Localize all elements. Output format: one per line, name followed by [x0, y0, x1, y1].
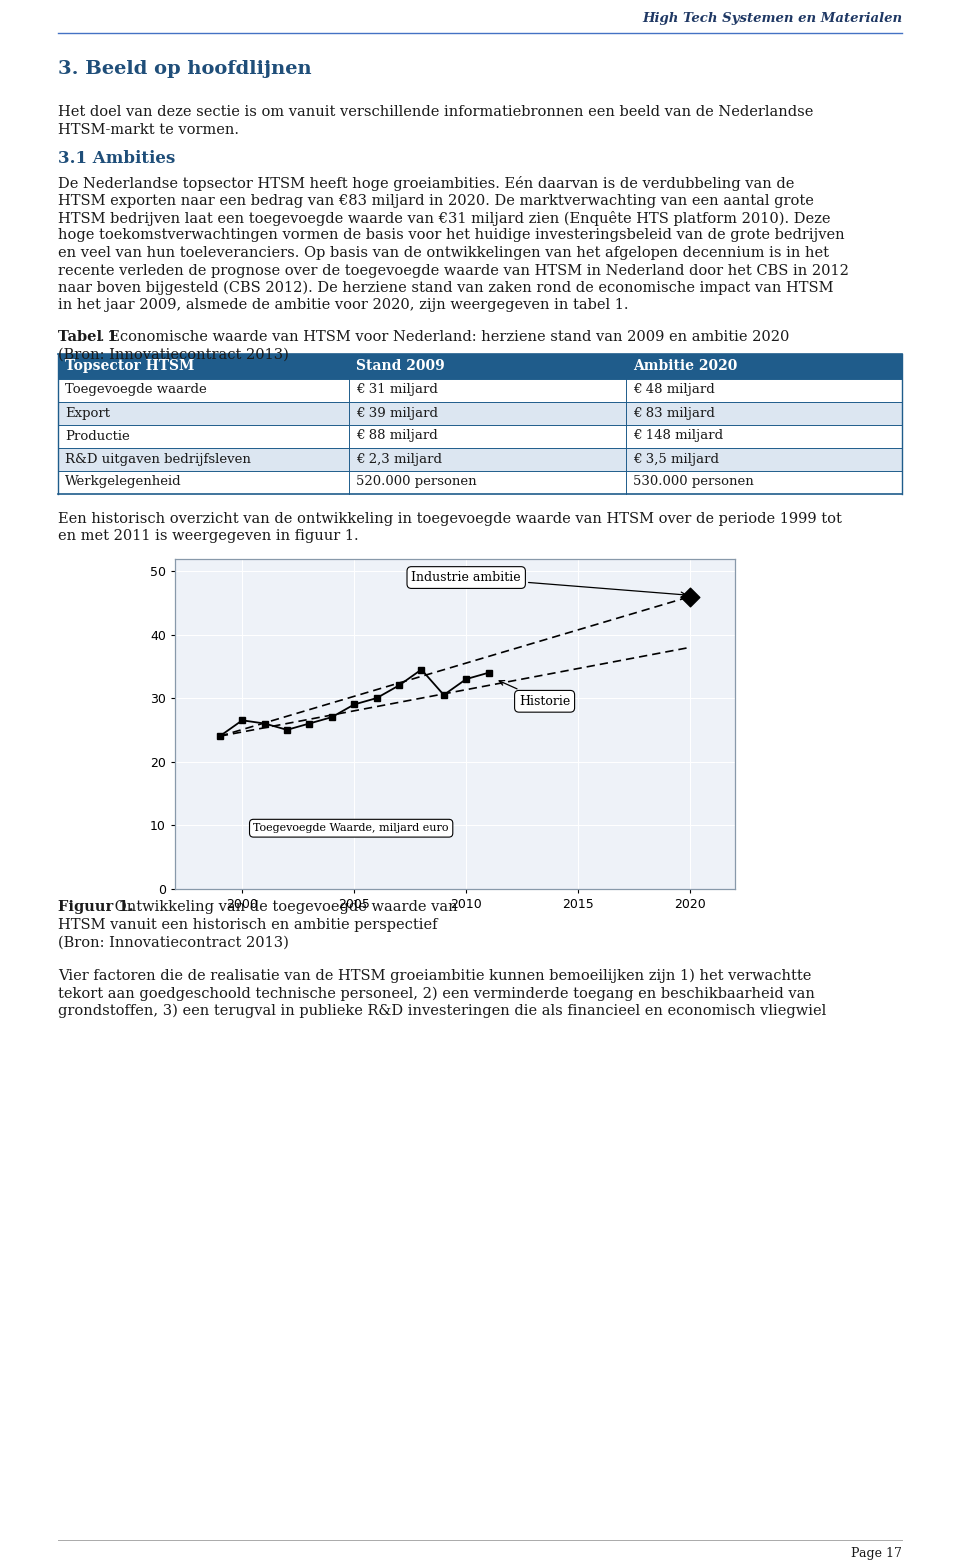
Polygon shape	[58, 401, 902, 425]
Text: HTSM vanuit een historisch en ambitie perspectief: HTSM vanuit een historisch en ambitie pe…	[58, 918, 438, 932]
Text: Het doel van deze sectie is om vanuit verschillende informatiebronnen een beeld : Het doel van deze sectie is om vanuit ve…	[58, 105, 813, 119]
Text: HTSM exporten naar een bedrag van €83 miljard in 2020. De marktverwachting van e: HTSM exporten naar een bedrag van €83 mi…	[58, 193, 814, 207]
Text: De Nederlandse topsector HTSM heeft hoge groeiambities. Eén daarvan is de verdub: De Nederlandse topsector HTSM heeft hoge…	[58, 176, 794, 191]
Text: 3. Beeld op hoofdlijnen: 3. Beeld op hoofdlijnen	[58, 60, 312, 78]
Text: Ontwikkeling van de toegevoegde waarde van: Ontwikkeling van de toegevoegde waarde v…	[110, 901, 458, 915]
Polygon shape	[58, 470, 902, 494]
Text: High Tech Systemen en Materialen: High Tech Systemen en Materialen	[642, 13, 902, 25]
Text: recente verleden de prognose over de toegevoegde waarde van HTSM in Nederland do: recente verleden de prognose over de toe…	[58, 263, 849, 277]
Text: R&D uitgaven bedrijfsleven: R&D uitgaven bedrijfsleven	[65, 453, 251, 465]
Text: Historie: Historie	[499, 680, 570, 708]
Text: € 3,5 miljard: € 3,5 miljard	[633, 453, 719, 465]
Point	[683, 584, 698, 610]
Text: Toegevoegde Waarde, miljard euro: Toegevoegde Waarde, miljard euro	[253, 823, 449, 834]
Text: Industrie ambitie: Industrie ambitie	[412, 570, 686, 597]
Polygon shape	[58, 425, 902, 448]
Text: € 2,3 miljard: € 2,3 miljard	[356, 453, 443, 465]
Text: . Economische waarde van HTSM voor Nederland: herziene stand van 2009 en ambitie: . Economische waarde van HTSM voor Neder…	[100, 331, 789, 345]
Text: 520.000 personen: 520.000 personen	[356, 475, 477, 489]
Text: € 31 miljard: € 31 miljard	[356, 384, 438, 396]
Text: hoge toekomstverwachtingen vormen de basis voor het huidige investeringsbeleid v: hoge toekomstverwachtingen vormen de bas…	[58, 229, 845, 243]
Text: Page 17: Page 17	[852, 1547, 902, 1561]
Text: Topsector HTSM: Topsector HTSM	[65, 359, 194, 373]
Text: grondstoffen, 3) een terugval in publieke R&D investeringen die als financieel e: grondstoffen, 3) een terugval in publiek…	[58, 1004, 827, 1019]
Text: Ambitie 2020: Ambitie 2020	[633, 359, 737, 373]
Polygon shape	[58, 379, 902, 401]
Text: € 83 miljard: € 83 miljard	[633, 406, 715, 420]
Text: Vier factoren die de realisatie van de HTSM groeiambitie kunnen bemoeilijken zij: Vier factoren die de realisatie van de H…	[58, 968, 811, 984]
Text: (Bron: Innovatiecontract 2013): (Bron: Innovatiecontract 2013)	[58, 348, 289, 362]
Text: Werkgelegenheid: Werkgelegenheid	[65, 475, 181, 489]
Text: Productie: Productie	[65, 429, 130, 442]
Text: en veel van hun toeleveranciers. Op basis van de ontwikkelingen van het afgelope: en veel van hun toeleveranciers. Op basi…	[58, 246, 829, 260]
Polygon shape	[58, 354, 902, 379]
Text: € 48 miljard: € 48 miljard	[633, 384, 715, 396]
Text: (Bron: Innovatiecontract 2013): (Bron: Innovatiecontract 2013)	[58, 935, 289, 950]
Polygon shape	[58, 448, 902, 470]
Text: 530.000 personen: 530.000 personen	[633, 475, 754, 489]
Text: tekort aan goedgeschoold technische personeel, 2) een verminderde toegang en bes: tekort aan goedgeschoold technische pers…	[58, 987, 815, 1001]
Text: Een historisch overzicht van de ontwikkeling in toegevoegde waarde van HTSM over: Een historisch overzicht van de ontwikke…	[58, 511, 842, 525]
Text: € 39 miljard: € 39 miljard	[356, 406, 438, 420]
Text: € 148 miljard: € 148 miljard	[633, 429, 723, 442]
Text: Stand 2009: Stand 2009	[356, 359, 444, 373]
Text: HTSM bedrijven laat een toegevoegde waarde van €31 miljard zien (Enquête HTS pla: HTSM bedrijven laat een toegevoegde waar…	[58, 212, 830, 226]
Text: Tabel 1: Tabel 1	[58, 331, 117, 345]
Text: in het jaar 2009, alsmede de ambitie voor 2020, zijn weergegeven in tabel 1.: in het jaar 2009, alsmede de ambitie voo…	[58, 298, 629, 312]
Text: HTSM-markt te vormen.: HTSM-markt te vormen.	[58, 122, 239, 136]
Text: Figuur 1.: Figuur 1.	[58, 901, 133, 915]
Text: € 88 miljard: € 88 miljard	[356, 429, 438, 442]
Text: Export: Export	[65, 406, 110, 420]
Text: Toegevoegde waarde: Toegevoegde waarde	[65, 384, 206, 396]
Text: en met 2011 is weergegeven in figuur 1.: en met 2011 is weergegeven in figuur 1.	[58, 530, 359, 544]
Text: 3.1 Ambities: 3.1 Ambities	[58, 150, 176, 168]
Text: naar boven bijgesteld (CBS 2012). De herziene stand van zaken rond de economisch: naar boven bijgesteld (CBS 2012). De her…	[58, 280, 833, 296]
